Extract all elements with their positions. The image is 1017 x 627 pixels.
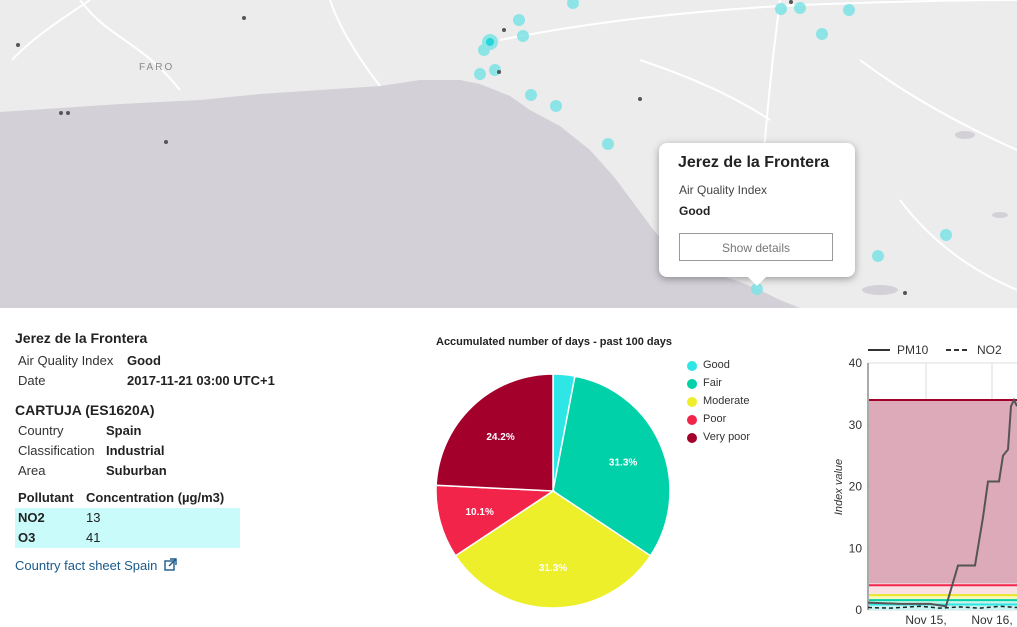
country-fact-sheet-label[interactable]: Country fact sheet Spain bbox=[15, 558, 158, 573]
info-station-title: CARTUJA (ES1620A) bbox=[15, 402, 155, 418]
series-line-no2[interactable] bbox=[867, 605, 1017, 609]
table-row: NO2 13 bbox=[15, 508, 240, 528]
y-tick-label: 40 bbox=[849, 356, 863, 370]
station-marker-highlight[interactable] bbox=[486, 38, 494, 46]
info-aqi-value: Good bbox=[127, 353, 161, 368]
country-fact-sheet-link[interactable]: Country fact sheet Spain bbox=[15, 558, 177, 573]
legend-swatch bbox=[687, 361, 697, 371]
concentration-col-header: Concentration (µg/m3) bbox=[86, 490, 225, 505]
popup-pointer bbox=[748, 277, 766, 286]
pollutant-table-header: Pollutant Concentration (µg/m3) bbox=[15, 488, 240, 508]
y-axis-label: Index value bbox=[833, 459, 845, 515]
pie-slice-fair[interactable] bbox=[552, 375, 671, 557]
popup-subtitle: Air Quality Index bbox=[679, 183, 768, 197]
legend-label: Fair bbox=[703, 377, 722, 389]
pollutant-name: NO2 bbox=[18, 510, 45, 525]
legend-label-pm10[interactable]: PM10 bbox=[897, 343, 929, 357]
legend-swatch bbox=[687, 415, 697, 425]
legend-label-no2[interactable]: NO2 bbox=[977, 343, 1002, 357]
info-country-label: Country bbox=[18, 423, 64, 438]
info-city-title: Jerez de la Frontera bbox=[15, 330, 148, 346]
threshold-band bbox=[869, 600, 1017, 606]
popup-title: Jerez de la Frontera bbox=[678, 154, 830, 171]
pollutant-concentration: 41 bbox=[86, 530, 101, 545]
series-line-pm10[interactable] bbox=[867, 397, 1017, 608]
external-link-icon bbox=[164, 558, 177, 571]
pie-slice-poor[interactable] bbox=[435, 484, 556, 557]
station-popup: Jerez de la Frontera Air Quality Index G… bbox=[659, 143, 855, 286]
pie-chart-title: Accumulated number of days - past 100 da… bbox=[436, 336, 672, 348]
map-place-label: FARO bbox=[139, 62, 175, 73]
info-date-label: Date bbox=[18, 373, 46, 388]
x-tick-label: Nov 16, bbox=[971, 613, 1012, 627]
roads bbox=[11, 0, 1017, 291]
x-tick-label: Nov 15, bbox=[905, 613, 946, 627]
info-date-value: 2017-11-21 03:00 UTC+1 bbox=[127, 373, 275, 388]
pie-slice-label: 24.2% bbox=[486, 432, 514, 443]
pollutant-name: O3 bbox=[18, 530, 36, 545]
pie-slice-moderate[interactable] bbox=[454, 490, 652, 609]
show-details-button[interactable]: Show details bbox=[679, 233, 833, 261]
info-classification-value: Industrial bbox=[106, 443, 165, 458]
legend-label: Poor bbox=[703, 413, 727, 425]
pollutant-col-header: Pollutant bbox=[18, 490, 74, 505]
y-tick-label: 0 bbox=[855, 603, 862, 617]
y-tick-label: 30 bbox=[849, 418, 863, 432]
y-tick-label: 10 bbox=[849, 541, 863, 555]
info-country-value: Spain bbox=[106, 423, 142, 438]
threshold-band bbox=[869, 400, 1017, 584]
legend-swatch bbox=[687, 397, 697, 407]
station-markers[interactable] bbox=[474, 0, 952, 295]
pie-slice-good[interactable] bbox=[552, 373, 576, 492]
pie-slice-label: 31.3% bbox=[609, 458, 637, 469]
threshold-band bbox=[869, 605, 1017, 610]
lakes bbox=[862, 131, 1008, 295]
legend-swatch bbox=[687, 433, 697, 443]
legend-label: Moderate bbox=[703, 395, 750, 407]
info-area-value: Suburban bbox=[106, 463, 167, 478]
map[interactable]: FARO bbox=[0, 0, 1017, 308]
city-dots bbox=[16, 0, 907, 295]
legend-label: Good bbox=[703, 359, 730, 371]
pie-slice-label: 31.3% bbox=[539, 563, 567, 574]
pollutant-table: Pollutant Concentration (µg/m3) NO2 13 O… bbox=[15, 488, 240, 548]
info-aqi-label: Air Quality Index bbox=[18, 353, 114, 368]
map-canvas[interactable] bbox=[0, 0, 1017, 308]
table-row: O3 41 bbox=[15, 528, 240, 548]
pie-slice-label: 10.1% bbox=[466, 507, 494, 518]
pollutant-concentration: 13 bbox=[86, 510, 101, 525]
sea bbox=[0, 80, 800, 308]
info-area-label: Area bbox=[18, 463, 46, 478]
y-tick-label: 20 bbox=[849, 480, 863, 494]
popup-aqi-value: Good bbox=[679, 204, 711, 218]
pie-slice-very-poor[interactable] bbox=[435, 373, 554, 492]
legend-swatch bbox=[687, 379, 697, 389]
legend-label: Very poor bbox=[703, 431, 751, 443]
threshold-band bbox=[869, 593, 1017, 601]
threshold-band bbox=[869, 583, 1017, 594]
info-classification-label: Classification bbox=[18, 443, 95, 458]
